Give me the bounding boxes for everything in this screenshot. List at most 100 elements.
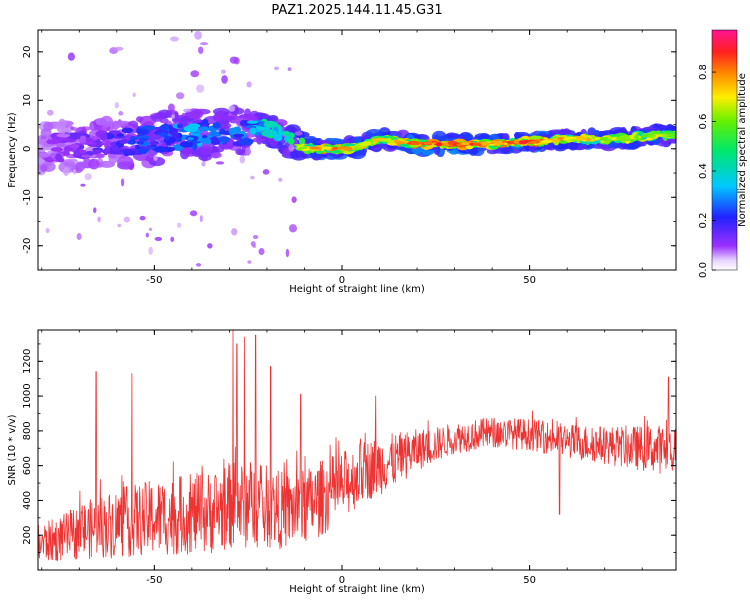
heatmap-cell (99, 132, 108, 141)
heatmap-cell (294, 131, 303, 136)
heatmap-cell (665, 132, 674, 136)
y-tick-label: 0 (22, 146, 33, 152)
heatmap-cell (316, 139, 331, 145)
colorbar-gradient (711, 29, 738, 271)
heatmap-cell (134, 144, 141, 150)
heatmap-cell (192, 142, 198, 151)
heatmap-cell (176, 123, 184, 129)
heatmap-cell (212, 114, 220, 120)
heatmap-cell (73, 149, 81, 157)
heatmap-cell (149, 140, 160, 145)
heatmap-cell (190, 70, 200, 78)
heatmap-cell (40, 164, 48, 173)
heatmap-cell (360, 141, 372, 146)
heatmap-cell (72, 169, 77, 175)
heatmap-cell (170, 36, 179, 42)
heatmap-cell (176, 222, 182, 228)
snr-x-label: Height of straight line (km) (289, 584, 425, 595)
heatmap-cell (47, 109, 54, 116)
heatmap-cell (365, 128, 383, 138)
heatmap-cell (288, 224, 298, 233)
heatmap-cell (154, 236, 163, 241)
heatmap-cell (111, 145, 119, 152)
heatmap-cell (229, 56, 238, 64)
heatmap-cell (287, 67, 292, 71)
heatmap-cell (158, 132, 168, 137)
heatmap-cell (501, 147, 510, 154)
heatmap-cell (167, 103, 175, 112)
heatmap-cell (58, 118, 66, 130)
heatmap-cell (127, 139, 137, 145)
heatmap-cell (246, 120, 259, 124)
heatmap-cell (288, 143, 295, 152)
heatmap-cell (67, 132, 83, 140)
heatmap-cell (648, 134, 657, 138)
colorbar-ticks: 0.0 0.2 0.4 0.6 0.8 (698, 64, 716, 278)
colorbar: 0.0 0.2 0.4 0.6 0.8 Normalized spectral ampl… (698, 29, 748, 278)
heatmap-cell (38, 152, 50, 158)
x-tick-label: -50 (146, 575, 162, 586)
spectrogram-panel: -50 0 50 20 10 0 -10 -20 Height of straight li… (7, 29, 677, 295)
heatmap-cell (562, 137, 573, 141)
y-tick-label: 1200 (22, 349, 33, 374)
snr-x-axis: -50 0 50 (41, 330, 643, 586)
spectrogram-frame (37, 29, 677, 271)
heatmap-cell (187, 123, 201, 129)
heatmap-cell (81, 154, 91, 158)
heatmap-cell (250, 175, 255, 180)
chart-title: PAZ1.2025.144.11.45.G31 (271, 3, 442, 18)
heatmap-cell (258, 248, 265, 256)
heatmap-cell (139, 215, 146, 221)
heatmap-cell (456, 143, 462, 146)
spectrogram-x-label: Height of straight line (km) (289, 284, 425, 295)
snr-y-label: SNR (10 * v/v) (7, 414, 18, 485)
heatmap-cell (274, 66, 279, 71)
heatmap-cell (136, 128, 150, 135)
heatmap-cell (278, 177, 283, 182)
spectrogram-heatmap (38, 30, 676, 267)
heatmap-cell (215, 146, 225, 153)
heatmap-cell (76, 233, 82, 241)
heatmap-cell (194, 30, 202, 40)
heatmap-cell (38, 143, 43, 149)
heatmap-cell (121, 127, 134, 134)
heatmap-cell (228, 127, 238, 136)
heatmap-cell (218, 136, 230, 143)
heatmap-cell (421, 148, 431, 155)
heatmap-cell (198, 46, 204, 54)
heatmap-cell (145, 232, 149, 238)
heatmap-cell (324, 146, 334, 150)
heatmap-cell (250, 241, 256, 247)
heatmap-cell (114, 102, 119, 109)
heatmap-cell (298, 137, 306, 145)
heatmap-cell (119, 139, 129, 144)
heatmap-cell (575, 137, 588, 141)
heatmap-cell (426, 141, 432, 145)
heatmap-cell (196, 84, 205, 93)
heatmap-cell (100, 115, 114, 128)
heatmap-cell (96, 138, 102, 146)
heatmap-cell (380, 139, 393, 142)
heatmap-cell (67, 52, 75, 61)
heatmap-cell (132, 92, 136, 97)
heatmap-cell (148, 246, 153, 255)
x-tick-label: 50 (523, 275, 536, 286)
heatmap-cell (116, 155, 134, 168)
heatmap-cell (262, 169, 270, 175)
heatmap-cell (273, 133, 283, 142)
heatmap-cell (76, 161, 91, 169)
heatmap-cell (200, 42, 209, 46)
heatmap-cell (435, 142, 443, 147)
heatmap-cell (201, 118, 209, 126)
heatmap-cell (541, 139, 553, 144)
heatmap-cell (171, 114, 175, 119)
spectrogram-x-axis: -50 0 50 (41, 30, 643, 286)
heatmap-cell (195, 263, 202, 267)
heatmap-cell (120, 178, 125, 187)
heatmap-cell (200, 145, 213, 156)
heatmap-cell (164, 135, 170, 141)
heatmap-cell (289, 148, 308, 161)
heatmap-cell (93, 207, 97, 214)
heatmap-cell (291, 196, 297, 203)
heatmap-cell (199, 215, 203, 223)
